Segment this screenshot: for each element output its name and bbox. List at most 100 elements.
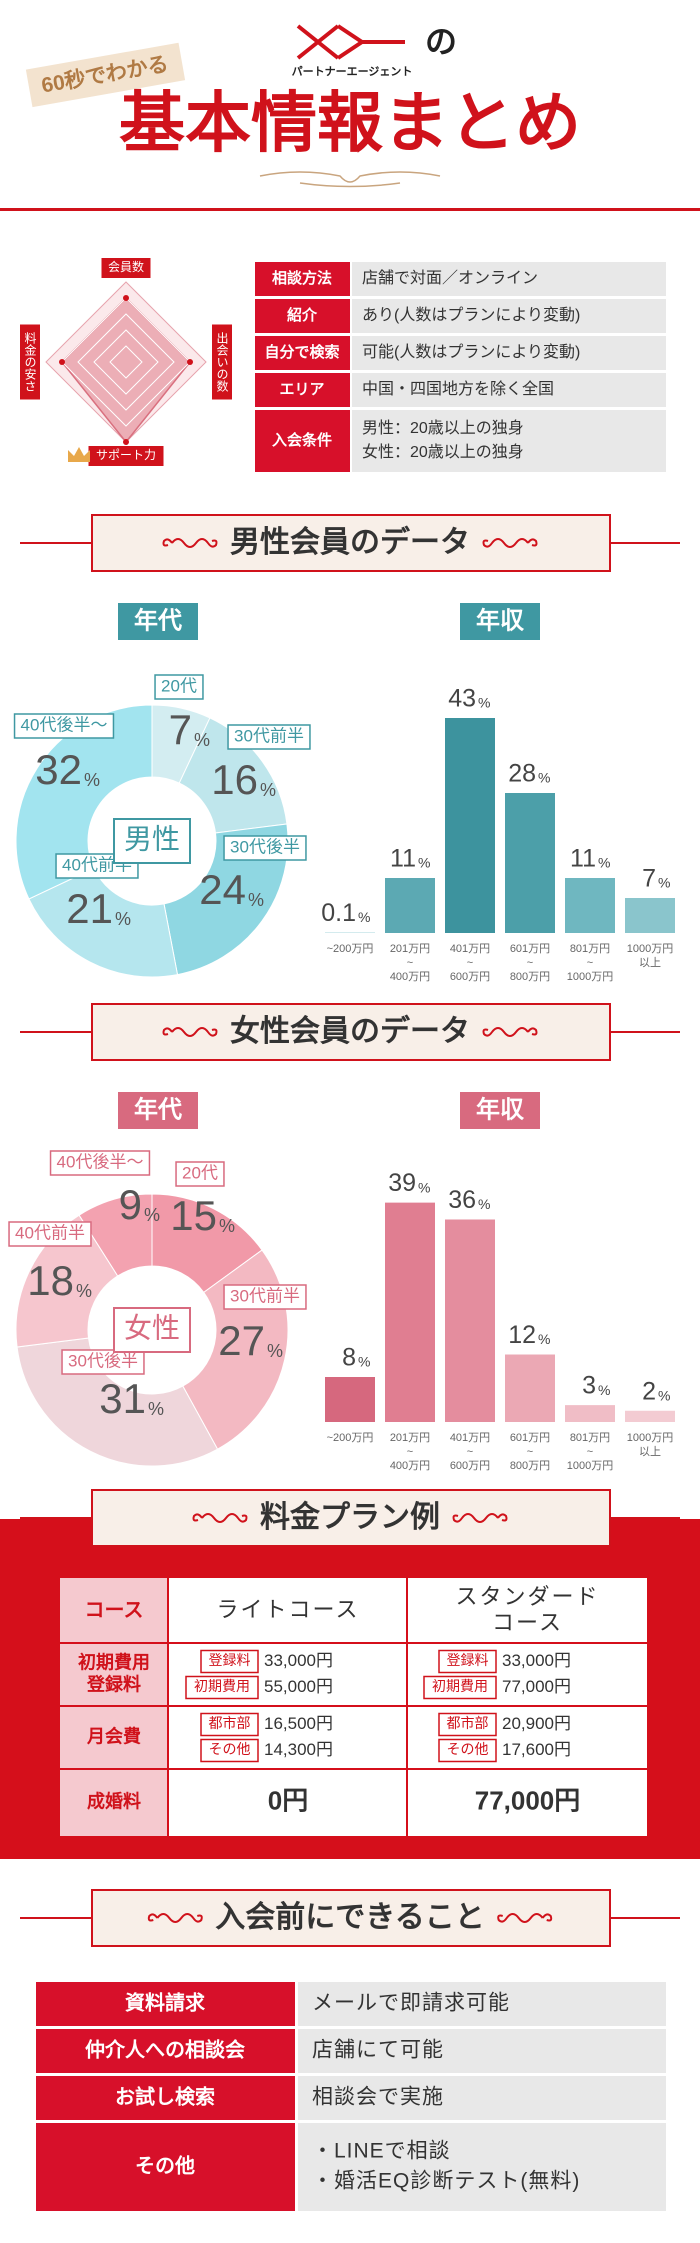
radar-label: サポート力 bbox=[96, 448, 156, 462]
slice-unit: % bbox=[144, 1205, 160, 1225]
slice-unit: % bbox=[267, 1341, 283, 1361]
before-value-cell bbox=[298, 2123, 666, 2211]
info-label: 入会条件 bbox=[272, 431, 332, 449]
radar-label: 出会いの数 bbox=[215, 332, 229, 393]
radar-label: 会員数 bbox=[108, 259, 144, 274]
plan-name: スタンダード bbox=[455, 1584, 599, 1609]
bar-category: ~ bbox=[587, 1446, 593, 1458]
price-tag: 登録料 bbox=[447, 1652, 489, 1668]
slice-value: 32 bbox=[35, 746, 82, 793]
price-tag: その他 bbox=[447, 1741, 489, 1757]
info-label-cell bbox=[255, 373, 350, 407]
before-label-cell bbox=[36, 2029, 295, 2073]
slice-unit: % bbox=[260, 780, 276, 800]
bar bbox=[565, 1405, 615, 1422]
bar-category: 1000万円 bbox=[627, 943, 673, 955]
info-value-cell bbox=[352, 373, 666, 407]
radar-label-bg bbox=[212, 324, 232, 400]
bar-unit: % bbox=[358, 909, 370, 925]
slice-tag: 20代 bbox=[161, 676, 197, 695]
bar-value: 43 bbox=[448, 685, 476, 713]
bar-value: 11 bbox=[570, 845, 596, 873]
divider bbox=[0, 208, 700, 211]
bar-category: 1000万円 bbox=[567, 1460, 613, 1472]
bar bbox=[445, 1219, 495, 1422]
bar bbox=[325, 932, 375, 933]
bar-unit: % bbox=[658, 1387, 670, 1403]
bar-category: 601万円 bbox=[510, 943, 550, 955]
radar-area bbox=[60, 296, 192, 444]
ornament bbox=[192, 1513, 248, 1523]
price-tag-bg bbox=[438, 1712, 497, 1737]
chart-title: 年代 bbox=[134, 1095, 182, 1123]
slice-tag: 40代後半〜 bbox=[57, 1152, 144, 1171]
slice-value: 27 bbox=[218, 1317, 265, 1364]
info-value: 可能(人数はプランにより変動) bbox=[362, 343, 580, 361]
ornament bbox=[147, 1913, 203, 1923]
bar-category: ~ bbox=[587, 957, 593, 969]
slice-tag: 40代後半〜 bbox=[21, 715, 108, 734]
price-value: 20,900円 bbox=[502, 1714, 571, 1733]
bar-category: 400万円 bbox=[390, 1460, 430, 1472]
info-value-cell bbox=[352, 299, 666, 333]
bar-category: 800万円 bbox=[510, 971, 550, 983]
radar-ring bbox=[109, 345, 143, 379]
info-value: 中国・四国地方を除く全国 bbox=[362, 380, 554, 398]
bar-value: 36 bbox=[448, 1186, 476, 1214]
slice-value: 21 bbox=[66, 885, 113, 932]
banner-bg bbox=[91, 1003, 611, 1061]
radar-point bbox=[187, 359, 193, 365]
bar bbox=[445, 718, 495, 933]
bar-category: 800万円 bbox=[510, 1460, 550, 1472]
price-value: 17,600円 bbox=[502, 1740, 571, 1759]
slice-value: 15 bbox=[170, 1192, 217, 1239]
radar-point bbox=[123, 439, 129, 445]
info-label-cell bbox=[255, 299, 350, 333]
bar-category: 1000万円 bbox=[567, 971, 613, 983]
slice-tag: 20代 bbox=[182, 1163, 218, 1182]
bar-unit: % bbox=[598, 855, 610, 871]
before-label: 資料請求 bbox=[125, 1990, 206, 2014]
price-tag-bg bbox=[423, 1675, 497, 1700]
banner-bg bbox=[91, 1489, 611, 1547]
bar-value: 39 bbox=[388, 1169, 416, 1197]
price-tag: 登録料 bbox=[209, 1652, 251, 1668]
chart-title-bg bbox=[460, 1092, 540, 1129]
before-value: メールで即請求可能 bbox=[312, 1992, 510, 2015]
bar bbox=[565, 878, 615, 933]
price-tag-bg bbox=[438, 1738, 497, 1763]
donut-slice bbox=[163, 823, 289, 976]
chart-title: 年代 bbox=[134, 606, 182, 634]
bar-value: 12 bbox=[508, 1321, 536, 1349]
info-value: 男性：20歳以上の独身 bbox=[362, 419, 524, 437]
info-value-cell bbox=[352, 262, 666, 296]
bar-unit: % bbox=[658, 875, 670, 891]
before-value-cell bbox=[298, 1982, 666, 2026]
slice-tag-bg bbox=[49, 1150, 151, 1176]
logo bbox=[296, 24, 405, 60]
before-label: 仲介人への相談会 bbox=[85, 2037, 245, 2061]
donut-center: 女性 bbox=[124, 1312, 180, 1343]
price-value: 33,000円 bbox=[264, 1651, 333, 1670]
bar-category: 1000万円 bbox=[627, 1432, 673, 1444]
bar-unit: % bbox=[418, 1179, 430, 1195]
info-value-cell bbox=[352, 410, 666, 472]
donut-center-box bbox=[113, 818, 191, 864]
before-label-cell bbox=[36, 2076, 295, 2120]
bar-value: 2 bbox=[642, 1377, 656, 1405]
price-tag: 都市部 bbox=[209, 1715, 251, 1731]
slice-unit: % bbox=[219, 1216, 235, 1236]
bar-value: 8 bbox=[342, 1344, 356, 1372]
bar-value: 3 bbox=[582, 1372, 596, 1400]
donut-slice bbox=[78, 1193, 153, 1277]
radar-label-bg bbox=[20, 324, 40, 400]
info-label-cell bbox=[255, 336, 350, 370]
bar-unit: % bbox=[538, 770, 550, 786]
bar-category: ~200万円 bbox=[327, 1432, 374, 1444]
slice-unit: % bbox=[248, 890, 264, 910]
price-row-label: 登録料 bbox=[86, 1673, 141, 1694]
bar-category: 600万円 bbox=[450, 971, 490, 983]
radar-label-bg bbox=[88, 446, 164, 466]
price-value: 16,500円 bbox=[264, 1714, 333, 1733]
